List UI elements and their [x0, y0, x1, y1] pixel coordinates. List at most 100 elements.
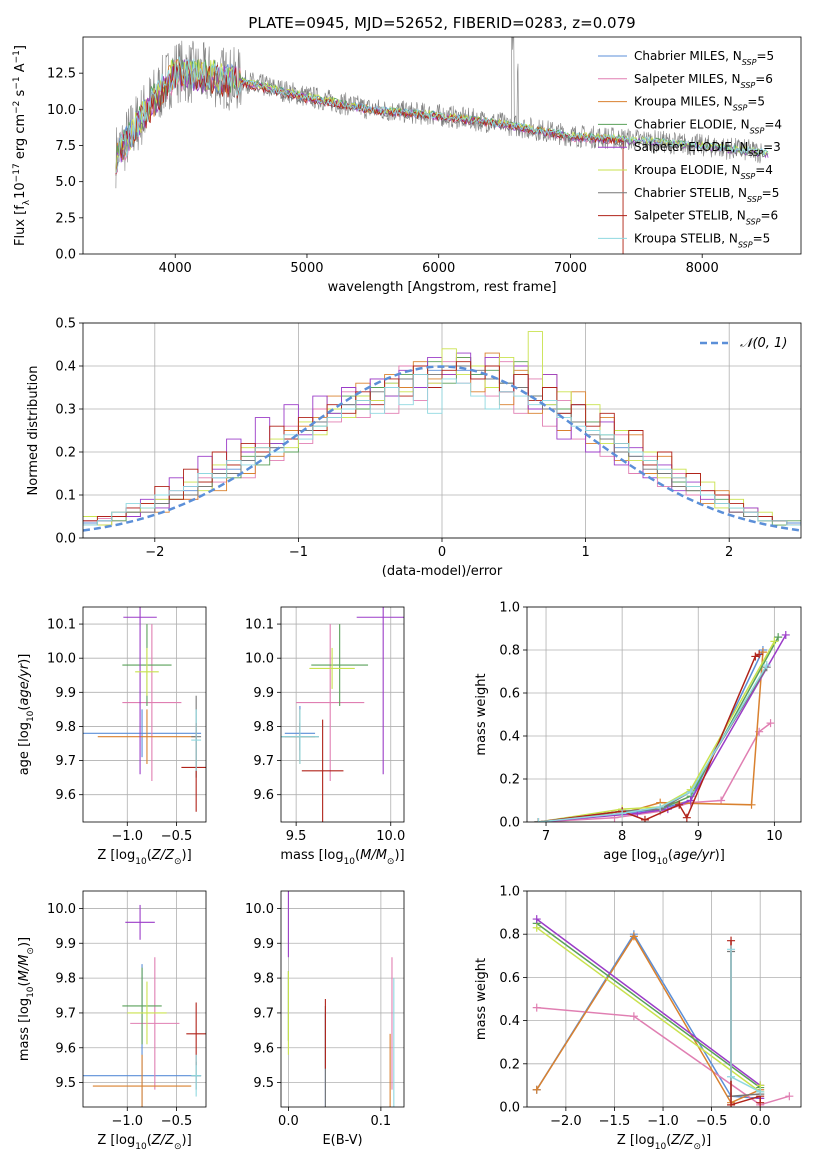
plus-marker — [756, 1087, 765, 1096]
x-tick-label: 8000 — [686, 261, 719, 276]
mass-weight-line — [536, 927, 761, 1094]
error-bar-point — [135, 647, 159, 696]
plus-marker — [675, 800, 684, 809]
y-axis-label: age [log10(age/yr)] — [17, 654, 36, 776]
label-part: 10 — [135, 1142, 147, 1152]
label-part: Z/Z — [151, 1133, 175, 1148]
label-part: ⊙ — [174, 1142, 182, 1152]
axes-frame — [280, 890, 405, 1108]
label-part: 10 — [26, 710, 36, 722]
plus-marker — [781, 630, 790, 639]
x-tick-label: 0.0 — [278, 1114, 299, 1129]
label-part: age [log — [17, 722, 32, 775]
x-tick-label: −1.0 — [111, 1114, 143, 1129]
y-tick-label: 0.2 — [499, 773, 520, 788]
plus-marker — [766, 719, 775, 728]
label-part: =3 — [763, 140, 781, 154]
label-part: mass weight — [474, 958, 489, 1040]
mass-weight-line — [538, 641, 776, 822]
label-part: Normed distribution — [26, 366, 41, 496]
label-part: ⊙ — [26, 947, 36, 955]
mass-vs-EBV-panel: 0.0 0.1 9.5 9.6 9.7 9.8 9.9 10.0 E(B-V) — [245, 890, 405, 1148]
y-tick-label: 10.1 — [245, 618, 274, 633]
label-part: s — [13, 89, 28, 100]
y-tick-label: 0.0 — [499, 1101, 520, 1116]
x-tick-label: 6000 — [422, 261, 455, 276]
label-part: SSP — [741, 80, 756, 89]
label-part: Salpeter ELODIE, N — [634, 140, 748, 154]
plus-marker — [727, 1100, 736, 1107]
label-part: ⊙ — [387, 857, 395, 867]
plus-marker — [727, 945, 736, 954]
y-tick-label: 10.0 — [47, 103, 76, 118]
plus-marker — [770, 637, 779, 646]
weight-vs-age-plot-area — [534, 630, 790, 822]
y-tick-label: 1.0 — [499, 601, 520, 616]
mass-weight-line — [730, 940, 761, 1106]
label-part: 10 — [26, 986, 36, 998]
y-tick-label: 0.4 — [499, 1014, 520, 1029]
plus-marker — [727, 1072, 736, 1081]
x-tick-label: −1 — [289, 545, 308, 560]
error-bar-point — [311, 624, 369, 706]
axes-frame — [82, 36, 802, 255]
axes-frame — [280, 606, 405, 823]
legend-label: Salpeter STELIB, NSSP=6 — [634, 209, 778, 227]
plus-marker — [629, 932, 638, 941]
error-bar-point — [122, 624, 182, 782]
label-part: ( — [17, 706, 32, 711]
y-tick-label: 9.6 — [55, 1041, 76, 1056]
y-tick-label: 0.4 — [499, 730, 520, 745]
label-part: −17 — [12, 163, 22, 182]
label-part: =4 — [755, 163, 773, 177]
plus-marker — [532, 1085, 541, 1094]
label-part: ] — [13, 45, 28, 50]
label-part: =6 — [760, 209, 778, 223]
label-part: )] — [715, 848, 725, 863]
legend-label: Kroupa STELIB, NSSP=5 — [634, 231, 770, 249]
plus-marker — [686, 787, 695, 796]
label-part: Z/Z — [670, 1133, 694, 1148]
x-tick-label: 10.0 — [376, 829, 405, 844]
y-tick-label: 9.6 — [55, 788, 76, 803]
label-part: age/yr — [17, 662, 32, 705]
legend-label: Salpeter ELODIE, NSSP=3 — [634, 140, 781, 158]
label-part: =6 — [755, 72, 773, 86]
x-tick-label: −2 — [145, 545, 164, 560]
label-part: SSP — [750, 126, 765, 135]
x-tick-label: 0.0 — [750, 1114, 771, 1129]
error-bar-point — [191, 1054, 202, 1097]
y-tick-label: 0.6 — [499, 687, 520, 702]
model-spectrum-line — [115, 56, 769, 174]
label-part: Kroupa ELODIE, N — [634, 163, 741, 177]
weight-vs-Z-panel: −2.0 −1.5 −1.0 −0.5 0.0 0.0 0.2 0.4 0.6 0.8 1.0 Z [… — [474, 885, 802, 1152]
axes-frame — [526, 890, 802, 1108]
plus-marker — [774, 633, 783, 642]
plus-marker — [656, 802, 665, 811]
label-part: 10 — [13, 182, 28, 199]
y-tick-label: 9.5 — [55, 1076, 76, 1091]
residuals-panel: −2 −1 0 1 2 0.0 0.1 0.2 0.3 0.4 0.5 (data-model)/er… — [26, 317, 802, 579]
residuals-plot-area — [83, 331, 801, 532]
x-tick-label: 1 — [581, 545, 589, 560]
y-tick-label: 9.9 — [55, 686, 76, 701]
mass-weight-line — [536, 934, 761, 1104]
label-part: Salpeter MILES, N — [634, 72, 741, 86]
error-bar-point — [122, 967, 162, 1045]
error-bar-point — [125, 904, 155, 940]
label-part: 10 — [656, 857, 668, 867]
label-part: mass weight — [474, 673, 489, 755]
mass-weight-line — [538, 666, 768, 822]
y-tick-label: 10.0 — [47, 902, 76, 917]
x-tick-label: −0.5 — [161, 1114, 193, 1129]
plus-marker — [532, 1003, 541, 1012]
label-part: )] — [182, 1133, 192, 1148]
model-spectrum-line — [115, 59, 624, 254]
spectrum-plot-area — [115, 37, 769, 254]
plus-marker — [762, 661, 771, 670]
plus-marker — [756, 1098, 765, 1107]
label-part: SSP — [738, 240, 753, 249]
